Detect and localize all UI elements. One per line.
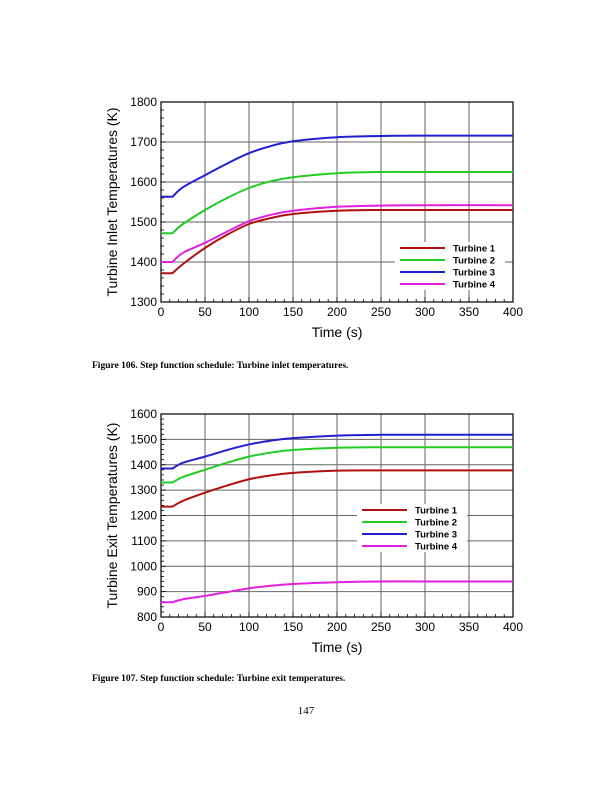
x-tick-label: 150 bbox=[283, 305, 303, 319]
y-tick-label: 1200 bbox=[130, 509, 157, 523]
x-tick-label: 100 bbox=[239, 620, 259, 634]
legend-bg bbox=[357, 528, 467, 540]
x-tick-label: 50 bbox=[198, 305, 212, 319]
x-tick-label: 300 bbox=[415, 620, 435, 634]
y-axis-label: Turbine Inlet Temperatures (K) bbox=[104, 107, 120, 296]
legend-label: Turbine 3 bbox=[453, 268, 495, 279]
x-tick-label: 350 bbox=[459, 620, 479, 634]
series-line-turbine-1 bbox=[161, 469, 513, 508]
x-tick-label: 0 bbox=[158, 305, 165, 319]
legend-bg bbox=[395, 242, 505, 254]
x-axis-label: Time (s) bbox=[312, 324, 363, 340]
y-tick-label: 1600 bbox=[130, 407, 157, 421]
page-number: 147 bbox=[297, 705, 315, 717]
y-tick-label: 1300 bbox=[130, 295, 157, 309]
x-tick-label: 50 bbox=[198, 620, 212, 634]
legend-label: Turbine 2 bbox=[415, 518, 457, 529]
y-tick-label: 1800 bbox=[130, 95, 157, 109]
x-tick-label: 200 bbox=[327, 305, 347, 319]
series-line-turbine-4 bbox=[161, 580, 513, 604]
x-tick-label: 250 bbox=[371, 305, 391, 319]
y-tick-label: 1400 bbox=[130, 458, 157, 472]
series-line-turbine-1 bbox=[161, 208, 513, 275]
legend-label: Turbine 1 bbox=[415, 506, 458, 517]
legend-label: Turbine 1 bbox=[453, 244, 496, 255]
y-tick-label: 1700 bbox=[130, 135, 157, 149]
series-line-turbine-3 bbox=[161, 433, 513, 470]
y-axis-label: Turbine Exit Temperatures (K) bbox=[104, 423, 120, 609]
x-tick-label: 400 bbox=[503, 305, 523, 319]
x-tick-label: 150 bbox=[283, 620, 303, 634]
plot-frame bbox=[160, 413, 514, 618]
y-tick-label: 1400 bbox=[130, 255, 157, 269]
legend-label: Turbine 4 bbox=[453, 280, 496, 291]
series-line-turbine-4 bbox=[161, 204, 514, 263]
x-tick-label: 100 bbox=[239, 305, 259, 319]
plot-frame bbox=[160, 101, 514, 303]
figure-107-caption: Figure 107. Step function schedule: Turb… bbox=[92, 674, 346, 684]
y-tick-label: 1500 bbox=[130, 432, 157, 446]
legend-bg bbox=[357, 540, 467, 552]
x-tick-label: 200 bbox=[327, 620, 347, 634]
chart-1: 0 50 100 150 200 250 300 350 400 1300 1400 1500 1600… bbox=[104, 95, 523, 340]
y-tick-label: 1500 bbox=[130, 215, 157, 229]
series-line-turbine-2 bbox=[161, 446, 513, 484]
legend-bg bbox=[395, 266, 505, 278]
series-line-turbine-2 bbox=[161, 170, 513, 235]
x-tick-label: 350 bbox=[459, 305, 479, 319]
legend-label: Turbine 2 bbox=[453, 256, 495, 267]
chart-2: 0 50 100 150 200 250 300 350 400 800 900 1000 1100 12… bbox=[104, 407, 523, 655]
y-tick-label: 900 bbox=[137, 585, 157, 599]
x-axis-label: Time (s) bbox=[312, 639, 363, 655]
figure-106-caption: Figure 106. Step function schedule: Turb… bbox=[92, 361, 349, 371]
legend-label: Turbine 3 bbox=[415, 530, 457, 541]
legend-bg bbox=[357, 504, 467, 516]
y-tick-label: 1000 bbox=[130, 559, 157, 573]
x-tick-label: 0 bbox=[158, 620, 165, 634]
legend-label: Turbine 4 bbox=[415, 542, 458, 553]
y-tick-label: 1300 bbox=[130, 483, 157, 497]
y-tick-label: 1600 bbox=[130, 175, 157, 189]
legend-bg bbox=[357, 516, 467, 528]
series-line-turbine-3 bbox=[161, 134, 514, 198]
y-tick-label: 800 bbox=[137, 610, 157, 624]
y-tick-label: 1100 bbox=[131, 534, 157, 548]
legend-bg bbox=[395, 278, 505, 290]
legend-bg bbox=[395, 254, 505, 266]
x-tick-label: 400 bbox=[503, 620, 523, 634]
x-tick-label: 300 bbox=[415, 305, 435, 319]
x-tick-label: 250 bbox=[371, 620, 391, 634]
